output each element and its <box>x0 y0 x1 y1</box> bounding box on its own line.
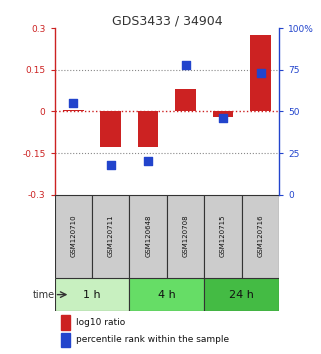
Text: GSM120716: GSM120716 <box>257 215 264 257</box>
Bar <box>100 112 121 147</box>
Bar <box>63 110 83 112</box>
Text: time: time <box>32 290 55 299</box>
Bar <box>55 195 92 278</box>
Text: GSM120708: GSM120708 <box>183 215 189 257</box>
Bar <box>242 195 279 278</box>
Bar <box>129 195 167 278</box>
Text: GSM120715: GSM120715 <box>220 215 226 257</box>
Bar <box>92 195 129 278</box>
Bar <box>129 278 204 312</box>
Point <box>146 159 151 164</box>
Bar <box>175 89 196 112</box>
Point <box>183 62 188 68</box>
Bar <box>250 35 271 112</box>
Title: GDS3433 / 34904: GDS3433 / 34904 <box>112 14 222 27</box>
Bar <box>61 315 70 330</box>
Bar <box>138 112 159 148</box>
Bar <box>61 332 70 347</box>
Bar <box>204 195 242 278</box>
Text: log10 ratio: log10 ratio <box>76 318 125 327</box>
Bar <box>213 112 233 117</box>
Point <box>258 70 263 76</box>
Text: 4 h: 4 h <box>158 290 176 299</box>
Text: 1 h: 1 h <box>83 290 101 299</box>
Point <box>71 100 76 106</box>
Bar <box>55 278 129 312</box>
Bar <box>204 278 279 312</box>
Text: percentile rank within the sample: percentile rank within the sample <box>76 336 229 344</box>
Point <box>221 115 226 121</box>
Text: GSM120648: GSM120648 <box>145 215 151 257</box>
Text: GSM120710: GSM120710 <box>70 215 76 257</box>
Bar <box>167 195 204 278</box>
Text: 24 h: 24 h <box>230 290 254 299</box>
Text: GSM120711: GSM120711 <box>108 215 114 257</box>
Point <box>108 162 113 167</box>
